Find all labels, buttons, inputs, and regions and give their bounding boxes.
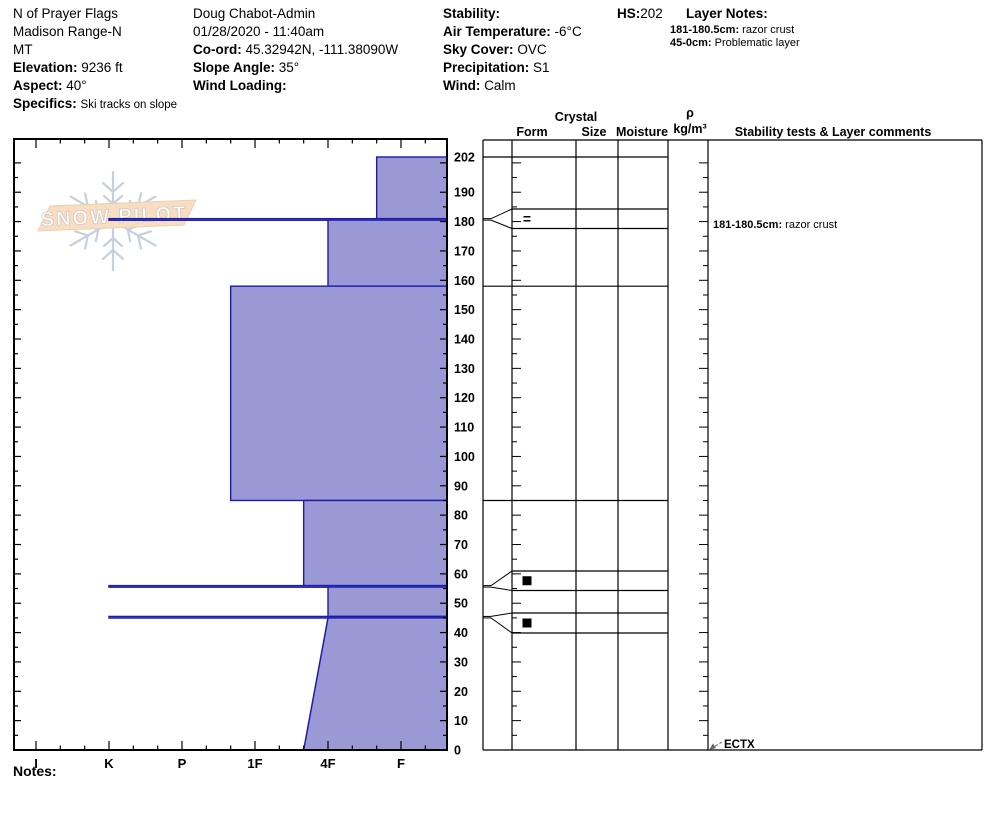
depth-axis-labels: 0 10 20 30 40 50 60 70 80 90 100 110 120 130 140 150 160…	[454, 151, 475, 758]
density-column-header: ρ	[686, 106, 694, 120]
coordinates: Co-ord: 45.32942N, -111.38090W	[193, 42, 399, 57]
site-aspect: Aspect: 40°	[13, 78, 87, 93]
svg-text:20: 20	[454, 685, 468, 699]
svg-text:170: 170	[454, 244, 475, 258]
svg-text:60: 60	[454, 567, 468, 581]
svg-text:K: K	[104, 756, 114, 771]
svg-text:80: 80	[454, 509, 468, 523]
thin-layer-callout-wedge	[483, 612, 513, 634]
svg-text:130: 130	[454, 362, 475, 376]
wind: Wind: Calm	[443, 78, 516, 93]
svg-text:90: 90	[454, 479, 468, 493]
precipitation: Precipitation: S1	[443, 60, 550, 75]
svg-text:ECTX: ECTX	[724, 739, 755, 751]
snow-layer	[327, 586, 448, 618]
sky-cover: Sky Cover: OVC	[443, 42, 547, 57]
svg-text:140: 140	[454, 333, 475, 347]
svg-text:40: 40	[454, 626, 468, 640]
layer-note: 181-180.5cm: razor crust	[670, 24, 795, 36]
site-range: Madison Range-N	[13, 24, 122, 39]
snow-layer	[327, 219, 448, 287]
observer-name: Doug Chabot-Admin	[193, 6, 316, 21]
svg-text:150: 150	[454, 303, 475, 317]
site-state: MT	[13, 42, 33, 57]
moisture-column-header: Moisture	[615, 125, 669, 139]
site-specifics: Specifics: Ski tracks on slope	[13, 96, 178, 111]
svg-text:50: 50	[454, 597, 468, 611]
svg-text:202: 202	[454, 151, 475, 165]
stability-tests-column-header: Stability tests & Layer comments	[734, 125, 932, 139]
svg-text:30: 30	[454, 655, 468, 669]
density-unit-header: kg/m³	[673, 122, 707, 136]
site-name: N of Prayer Flags	[13, 6, 119, 21]
wind-loading: Wind Loading:	[193, 78, 287, 93]
slope-angle: Slope Angle: 35°	[193, 60, 300, 75]
snow-layer	[229, 285, 448, 502]
size-column-header: Size	[581, 125, 607, 139]
layer-comment: 181-180.5cm: razor crust	[713, 219, 837, 231]
snowpilot-logo-banner: SNOW PILOT	[37, 199, 197, 232]
grain-form-symbol	[522, 618, 532, 628]
layer-notes: Layer Notes:	[686, 5, 768, 23]
site-elevation: Elevation: 9236 ft	[13, 60, 123, 75]
grain-form-symbol	[522, 576, 532, 586]
grain-form-symbol: =	[523, 210, 531, 226]
crystal-column-header: Crystal	[554, 110, 598, 124]
thin-layer-callout-wedge	[483, 208, 513, 229]
hardness-axis-labels: I K P 1F 4F F	[34, 756, 405, 771]
svg-text:160: 160	[454, 274, 475, 288]
notes-label: Notes:	[13, 763, 57, 779]
snow-layer	[375, 156, 448, 220]
svg-text:I: I	[34, 756, 38, 771]
svg-text:P: P	[178, 756, 187, 771]
layer-notes-list: 181-180.5cm: razor crust 45-0cm: Problem…	[670, 24, 800, 50]
svg-text:100: 100	[454, 450, 475, 464]
svg-text:10: 10	[454, 714, 468, 728]
svg-text:0: 0	[454, 744, 461, 758]
snow-layer	[302, 617, 448, 751]
observer-info-column: Doug Chabot-Admin 01/28/2020 - 11:40am C…	[193, 5, 398, 95]
svg-text:1F: 1F	[247, 756, 262, 771]
site-info-column: N of Prayer Flags Madison Range-N MT Ele…	[13, 5, 177, 114]
svg-text:180: 180	[454, 215, 475, 229]
layer-table-grid	[482, 139, 983, 751]
svg-text:190: 190	[454, 186, 475, 200]
layer-notes-title: Layer Notes:	[686, 6, 768, 21]
svg-text:4F: 4F	[320, 756, 335, 771]
air-temperature: Air Temperature: -6°C	[443, 24, 582, 39]
stability-test-result: ECTX	[709, 739, 755, 751]
svg-text:110: 110	[454, 421, 474, 435]
observation-datetime: 01/28/2020 - 11:40am	[193, 24, 325, 39]
form-column-header: Form	[516, 125, 548, 139]
svg-text:70: 70	[454, 538, 468, 552]
snow-height: HS:202	[617, 6, 663, 21]
svg-text:120: 120	[454, 391, 475, 405]
thin-layer-callout-wedge	[483, 570, 513, 591]
snow-layer	[302, 499, 448, 587]
weather-info-column: Stability: Air Temperature: -6°C Sky Cov…	[443, 5, 582, 95]
layer-note: 45-0cm: Problematic layer	[670, 37, 800, 49]
stability: Stability:	[443, 6, 501, 21]
svg-text:F: F	[397, 756, 405, 771]
